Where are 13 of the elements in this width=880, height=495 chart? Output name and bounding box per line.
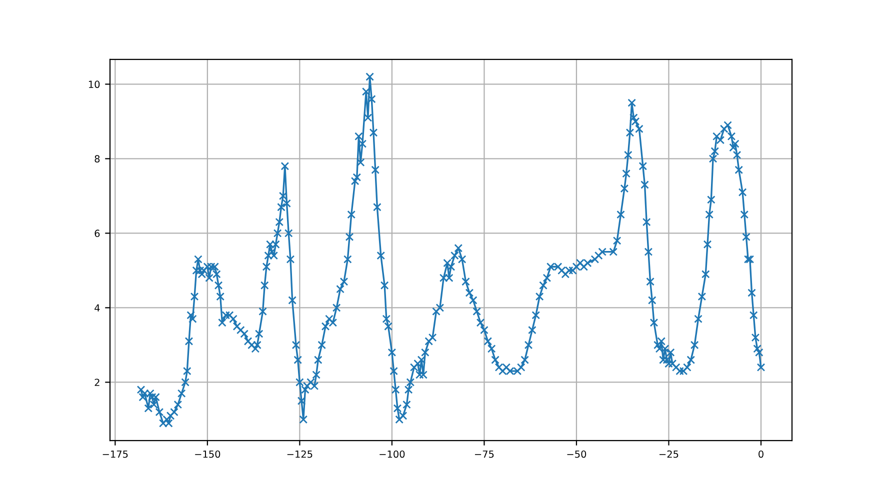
y-tick-label: 8: [94, 155, 100, 163]
x-tick-label: −75: [474, 450, 494, 458]
x-tick-label: −50: [567, 450, 586, 458]
x-tick-label: −150: [195, 450, 220, 458]
y-tick-label: 4: [94, 304, 100, 312]
y-tick-label: 6: [94, 230, 100, 238]
y-tick-label: 10: [88, 80, 100, 88]
x-tick-label: −175: [102, 450, 128, 458]
x-tick-label: −100: [380, 450, 405, 458]
x-tick-label: 0: [758, 450, 764, 458]
x-tick-label: −125: [287, 450, 312, 458]
y-tick-label: 2: [94, 378, 100, 386]
x-tick-label: −25: [660, 450, 678, 458]
